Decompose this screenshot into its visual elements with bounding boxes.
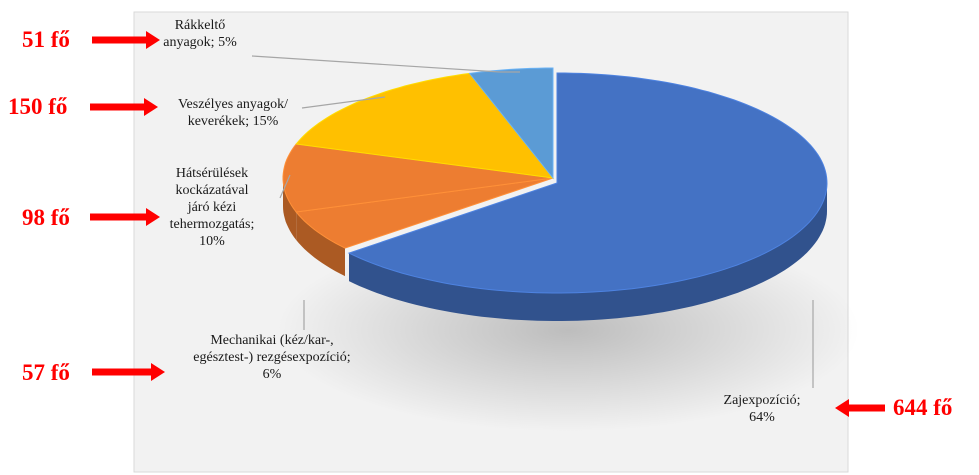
pie-slice (347, 72, 828, 294)
employee-count-label: 51 fő (22, 27, 70, 52)
leader-line (301, 96, 386, 109)
red-arrow (92, 31, 160, 49)
red-arrow (90, 98, 158, 116)
pie-slice-wall (296, 212, 345, 277)
pie-slice-wall (349, 183, 827, 321)
red-arrow (92, 363, 165, 381)
red-arrow (90, 208, 160, 226)
red-arrow (835, 399, 885, 417)
employee-count-label: 644 fő (893, 395, 952, 420)
leader-line (279, 174, 291, 199)
slice-data-label: Hátsérülések kockázatával járó kézi tehermo… (170, 166, 255, 249)
pie-slice (295, 177, 554, 249)
slice-data-label: Zajexpozíció; 64% (724, 393, 801, 425)
employee-count-label: 150 fő (8, 94, 67, 119)
employee-count-label: 98 fő (22, 205, 70, 230)
employee-count-label: 57 fő (22, 360, 70, 385)
slice-data-label: Rákkeltő anyagok; 5% (163, 18, 237, 50)
pie-slice-wall (283, 178, 297, 240)
slice-data-label: Veszélyes anyagok/keverékek; 15% (178, 97, 288, 129)
leader-line (251, 55, 520, 73)
pie-slice (468, 67, 554, 180)
pie-slice (282, 143, 554, 213)
slice-data-label: Mechanikai (kéz/kar-, egésztest-) rezgése… (193, 333, 350, 382)
